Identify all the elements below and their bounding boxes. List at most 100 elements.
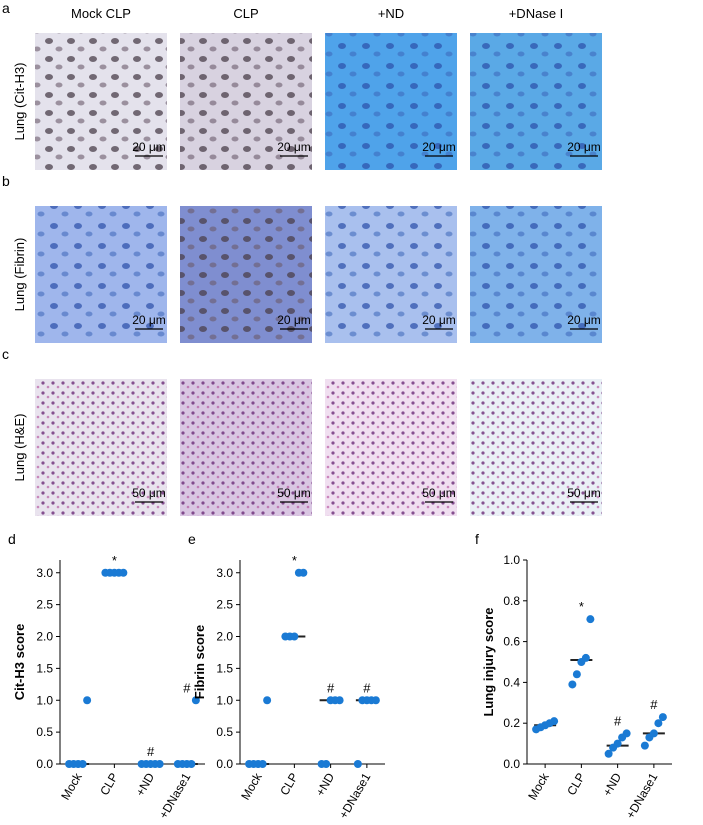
significance-mark: #: [183, 680, 191, 695]
data-point: [322, 760, 331, 768]
column-header: +ND: [378, 6, 404, 21]
y-tick-label: 1.0: [503, 553, 520, 567]
y-tick-label: 0.5: [36, 725, 53, 739]
data-point: [572, 670, 581, 679]
micrograph-texture: [470, 379, 602, 516]
data-point: [290, 632, 299, 641]
y-tick-label: 0.0: [216, 757, 233, 771]
x-tick-label: CLP: [97, 771, 121, 798]
y-tick-label: 0.0: [503, 757, 520, 771]
micrograph-texture: [35, 379, 167, 516]
significance-mark: *: [292, 553, 297, 568]
data-point: [353, 760, 362, 768]
y-tick-label: 1.0: [216, 693, 233, 707]
micrograph-texture: [325, 33, 457, 170]
scale-label: 50 μm: [422, 486, 456, 500]
micrograph-texture: [35, 33, 167, 170]
y-tick-label: 1.0: [36, 693, 53, 707]
significance-mark: #: [614, 713, 622, 728]
x-tick-label: +ND: [600, 770, 624, 798]
significance-mark: *: [579, 599, 584, 614]
column-header: CLP: [233, 6, 258, 21]
micrograph-texture: [180, 206, 312, 343]
x-tick-label: +ND: [313, 770, 337, 798]
micrograph-texture: [470, 33, 602, 170]
x-tick-label: +DNase1: [623, 770, 660, 820]
data-point: [658, 713, 667, 722]
scale-label: 20 μm: [277, 140, 311, 154]
significance-mark: *: [112, 553, 117, 568]
y-tick-label: 0.8: [503, 594, 520, 608]
x-tick-label: +ND: [133, 770, 157, 798]
data-point: [604, 749, 613, 758]
row-label: Lung (Fibrin): [12, 238, 27, 312]
micrograph-texture: [325, 206, 457, 343]
panel-label: d: [8, 531, 16, 547]
scale-label: 20 μm: [422, 140, 456, 154]
y-tick-label: 2.5: [216, 598, 233, 612]
y-tick-label: 3.0: [216, 566, 233, 580]
micrograph-texture: [35, 206, 167, 343]
y-tick-label: 1.5: [216, 661, 233, 675]
data-point: [371, 696, 380, 705]
y-tick-label: 2.0: [216, 630, 233, 644]
x-tick-label: CLP: [564, 771, 588, 798]
data-point: [649, 729, 658, 738]
micrograph-texture: [470, 206, 602, 343]
scale-label: 50 μm: [567, 486, 601, 500]
y-tick-label: 0.6: [503, 635, 520, 649]
data-point: [191, 696, 200, 705]
data-point: [586, 615, 595, 624]
y-tick-label: 0.5: [216, 725, 233, 739]
micrograph-texture: [180, 379, 312, 516]
data-point: [335, 696, 344, 705]
data-point: [155, 760, 164, 768]
y-tick-label: 0.4: [503, 675, 520, 689]
significance-mark: #: [650, 697, 658, 712]
scale-label: 50 μm: [132, 486, 166, 500]
scale-label: 50 μm: [277, 486, 311, 500]
x-tick-label: Mock: [238, 770, 265, 803]
y-tick-label: 0.0: [36, 757, 53, 771]
data-point: [299, 568, 308, 577]
x-tick-label: CLP: [277, 771, 301, 798]
panel-label: e: [188, 531, 196, 547]
scale-label: 20 μm: [132, 313, 166, 327]
y-tick-label: 3.0: [36, 566, 53, 580]
data-point: [119, 568, 128, 577]
scale-label: 20 μm: [422, 313, 456, 327]
y-tick-label: 0.2: [503, 716, 520, 730]
x-tick-label: +DNase1: [336, 770, 373, 820]
y-tick-label: 1.5: [36, 661, 53, 675]
data-point: [83, 696, 92, 705]
data-point: [187, 760, 196, 768]
scale-label: 20 μm: [567, 313, 601, 327]
data-point: [581, 653, 590, 662]
scale-label: 20 μm: [132, 140, 166, 154]
row-label: Lung (Cit-H3): [12, 62, 27, 140]
data-point: [622, 729, 631, 738]
micrograph-texture: [180, 33, 312, 170]
significance-mark: #: [363, 680, 371, 695]
micrograph-texture: [325, 379, 457, 516]
y-axis-label: Cit-H3 score: [12, 624, 27, 701]
row-label: Lung (H&E): [12, 414, 27, 482]
data-point: [640, 741, 649, 750]
data-point: [258, 760, 267, 768]
significance-mark: #: [327, 680, 335, 695]
y-tick-label: 2.5: [36, 598, 53, 612]
y-tick-label: 2.0: [36, 630, 53, 644]
scale-label: 20 μm: [567, 140, 601, 154]
data-point: [654, 719, 663, 728]
panel-label: f: [475, 531, 479, 547]
panel-label: c: [2, 346, 9, 362]
data-point: [568, 680, 577, 689]
column-header: +DNase I: [509, 6, 564, 21]
significance-mark: #: [147, 744, 155, 759]
panel-label: a: [2, 0, 10, 16]
data-point: [550, 717, 559, 726]
scale-label: 20 μm: [277, 313, 311, 327]
data-point: [78, 760, 87, 768]
